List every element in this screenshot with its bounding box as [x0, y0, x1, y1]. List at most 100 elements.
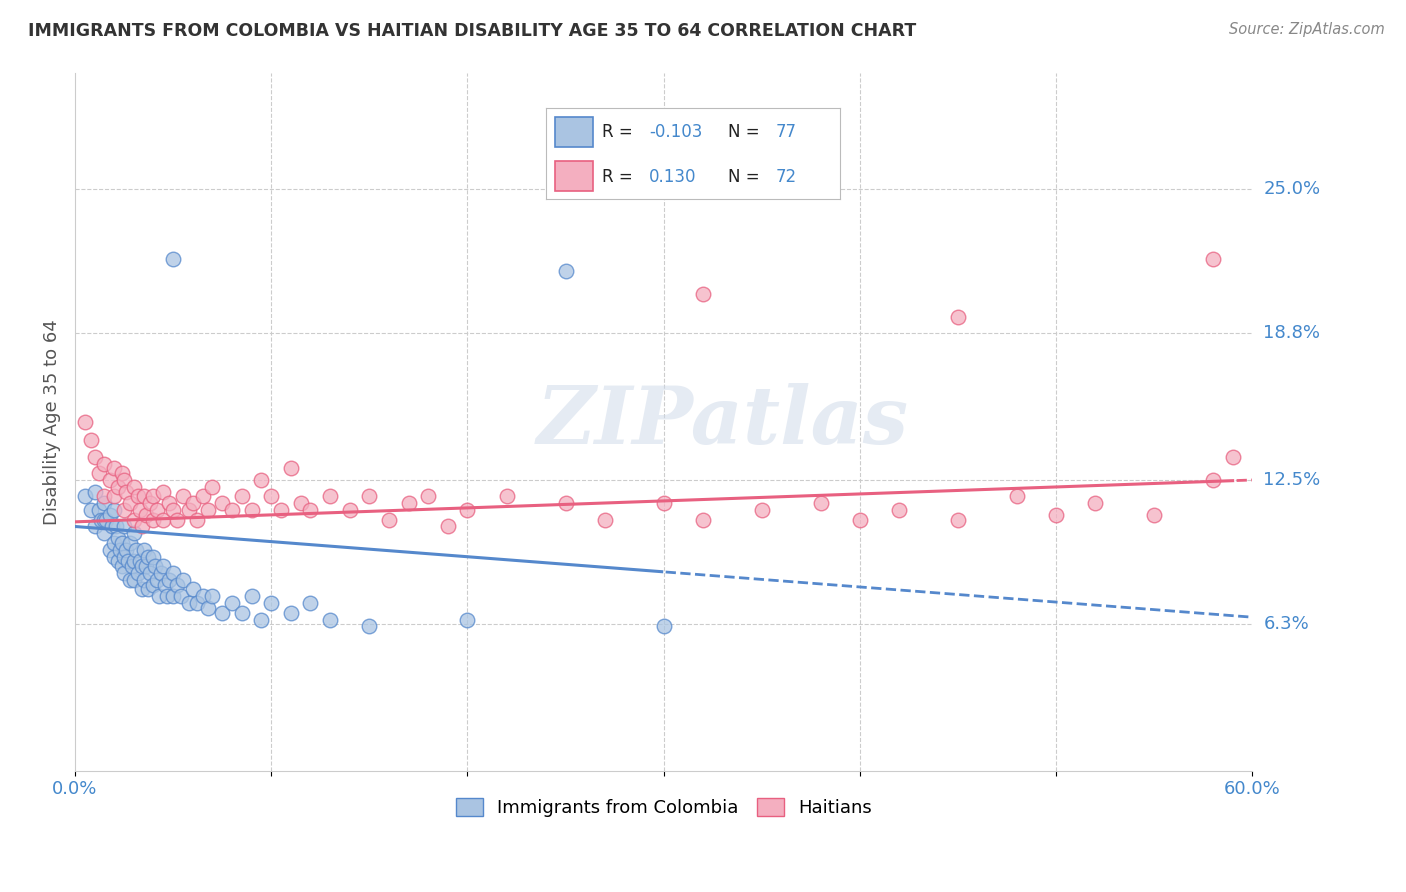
Point [93, 512, 115, 526]
Point [260, 596, 283, 610]
Point [197, 503, 219, 517]
Point [946, 512, 969, 526]
Point [250, 613, 273, 627]
Point [166, 577, 188, 591]
Point [127, 566, 149, 580]
Point [456, 503, 478, 517]
Point [319, 489, 342, 503]
Y-axis label: Disability Age 35 to 64: Disability Age 35 to 64 [44, 319, 60, 524]
Point [89, 512, 111, 526]
Point [290, 496, 312, 510]
Point [115, 542, 138, 557]
Point [250, 473, 273, 487]
Point [240, 503, 263, 517]
Point [96, 512, 118, 526]
Point [240, 589, 263, 603]
Point [118, 496, 141, 510]
Text: IMMIGRANTS FROM COLOMBIA VS HAITIAN DISABILITY AGE 35 TO 64 CORRELATION CHART: IMMIGRANTS FROM COLOMBIA VS HAITIAN DISA… [28, 22, 917, 40]
Point [93, 457, 115, 471]
Point [131, 519, 153, 533]
Point [93, 496, 115, 510]
Point [132, 489, 155, 503]
Point [157, 496, 180, 510]
Point [127, 489, 149, 503]
Point [1005, 489, 1028, 503]
Point [87, 503, 110, 517]
Point [142, 549, 165, 564]
Point [359, 619, 381, 633]
Point [125, 542, 148, 557]
Point [593, 512, 616, 526]
Point [211, 496, 233, 510]
Point [270, 503, 292, 517]
Point [181, 496, 204, 510]
Point [652, 619, 675, 633]
Point [80, 434, 103, 448]
Point [1222, 450, 1244, 464]
Point [177, 503, 200, 517]
Point [108, 542, 131, 557]
Point [87, 466, 110, 480]
Point [118, 573, 141, 587]
Point [1202, 252, 1225, 266]
Point [107, 531, 129, 545]
Point [122, 554, 145, 568]
Point [186, 512, 208, 526]
Point [221, 503, 243, 517]
Point [111, 559, 134, 574]
Point [211, 606, 233, 620]
Point [146, 503, 169, 517]
Point [107, 480, 129, 494]
Point [121, 559, 143, 574]
Text: 18.8%: 18.8% [1264, 325, 1320, 343]
Text: 6.3%: 6.3% [1264, 615, 1309, 633]
Point [112, 473, 135, 487]
Point [692, 512, 714, 526]
Point [118, 535, 141, 549]
Point [135, 508, 157, 522]
Point [299, 596, 322, 610]
Point [128, 503, 150, 517]
Point [142, 512, 165, 526]
Point [946, 310, 969, 325]
Point [554, 496, 576, 510]
Point [132, 542, 155, 557]
Point [280, 606, 302, 620]
Point [152, 484, 174, 499]
Point [117, 554, 139, 568]
Point [122, 526, 145, 541]
Point [437, 519, 460, 533]
Point [136, 549, 159, 564]
Point [418, 489, 440, 503]
Point [128, 554, 150, 568]
Point [156, 589, 179, 603]
Point [260, 489, 283, 503]
Point [378, 512, 401, 526]
Point [201, 480, 224, 494]
Point [889, 503, 911, 517]
Point [162, 503, 184, 517]
Point [170, 589, 193, 603]
Point [83, 519, 105, 533]
Point [280, 461, 302, 475]
Point [98, 473, 121, 487]
Text: ZIPatlas: ZIPatlas [537, 383, 908, 460]
Point [148, 589, 170, 603]
Point [201, 589, 224, 603]
Point [1045, 508, 1067, 522]
Point [554, 263, 576, 277]
Point [145, 559, 167, 574]
Point [652, 496, 675, 510]
Point [138, 566, 160, 580]
Point [456, 613, 478, 627]
Point [221, 596, 243, 610]
Point [1084, 496, 1107, 510]
Text: Source: ZipAtlas.com: Source: ZipAtlas.com [1229, 22, 1385, 37]
Point [177, 596, 200, 610]
Point [107, 554, 129, 568]
Point [191, 589, 214, 603]
Point [162, 566, 184, 580]
Point [73, 489, 96, 503]
Point [112, 519, 135, 533]
Point [197, 600, 219, 615]
